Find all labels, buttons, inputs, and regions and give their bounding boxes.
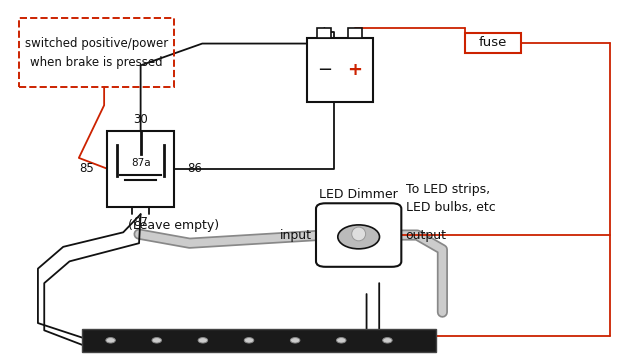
Text: 85: 85	[79, 162, 94, 175]
Text: switched positive/power
when brake is pressed: switched positive/power when brake is pr…	[25, 37, 168, 69]
Ellipse shape	[351, 227, 365, 241]
Text: −: −	[317, 61, 332, 79]
Circle shape	[336, 338, 346, 343]
Text: 87: 87	[133, 216, 148, 229]
Bar	[82, 329, 436, 352]
Text: fuse: fuse	[479, 36, 507, 49]
Text: +: +	[348, 61, 363, 79]
Bar	[465, 33, 521, 53]
Bar	[307, 38, 373, 102]
Text: (Leave empty): (Leave empty)	[128, 219, 219, 232]
Bar	[19, 18, 174, 87]
Circle shape	[337, 225, 379, 249]
Text: LED Dimmer: LED Dimmer	[319, 188, 398, 201]
FancyBboxPatch shape	[316, 203, 401, 267]
Text: 86: 86	[188, 162, 203, 175]
Bar	[317, 28, 331, 38]
Circle shape	[198, 338, 207, 343]
Bar	[107, 131, 174, 207]
Text: output: output	[406, 229, 447, 241]
Circle shape	[290, 338, 300, 343]
Text: To LED strips,
LED bulbs, etc: To LED strips, LED bulbs, etc	[406, 183, 495, 214]
Circle shape	[244, 338, 253, 343]
Circle shape	[106, 338, 115, 343]
Bar	[348, 28, 362, 38]
Text: 87a: 87a	[131, 158, 150, 168]
Circle shape	[382, 338, 392, 343]
Circle shape	[152, 338, 162, 343]
Text: input: input	[279, 229, 312, 241]
Text: 30: 30	[133, 113, 148, 126]
